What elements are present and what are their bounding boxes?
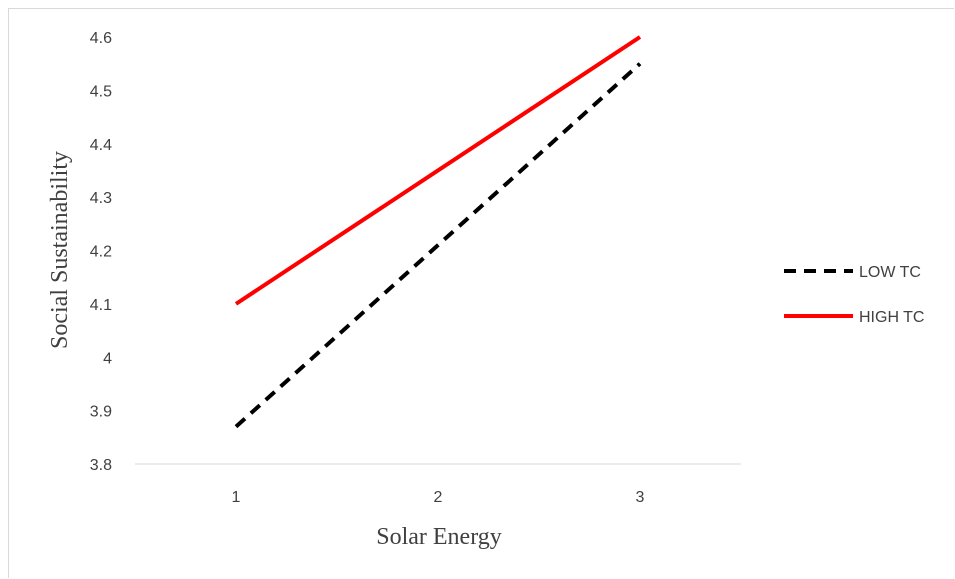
y-tick-label: 4.2 bbox=[90, 244, 112, 261]
y-tick-label: 4.5 bbox=[90, 83, 112, 100]
chart-frame bbox=[8, 8, 954, 578]
series-layer bbox=[234, 35, 642, 429]
y-tick-label: 4.4 bbox=[90, 137, 112, 154]
y-tick-label: 4.3 bbox=[90, 190, 112, 207]
y-tick-label: 3.8 bbox=[90, 457, 112, 474]
series-line-low-tc bbox=[234, 62, 642, 429]
legend: LOW TC HIGH TC bbox=[784, 264, 924, 326]
x-axis-title: Solar Energy bbox=[376, 524, 502, 550]
x-tick-label: 1 bbox=[232, 489, 241, 506]
y-tick-label: 4 bbox=[103, 350, 112, 367]
y-tick-label: 4.6 bbox=[90, 30, 112, 47]
x-tick-label: 3 bbox=[636, 489, 645, 506]
series-line-high-tc bbox=[234, 35, 642, 306]
x-tick-label: 2 bbox=[434, 489, 443, 506]
legend-label: HIGH TC bbox=[859, 309, 924, 326]
plot-area: 3.8 3.9 4 4.1 4.2 4.3 4.4 4.5 4.6 1 2 3 bbox=[90, 30, 741, 506]
y-axis-title: Social Sustainability bbox=[47, 151, 73, 349]
y-tick-label: 4.1 bbox=[90, 297, 112, 314]
y-tick-label: 3.9 bbox=[90, 404, 112, 421]
legend-label: LOW TC bbox=[859, 264, 921, 281]
